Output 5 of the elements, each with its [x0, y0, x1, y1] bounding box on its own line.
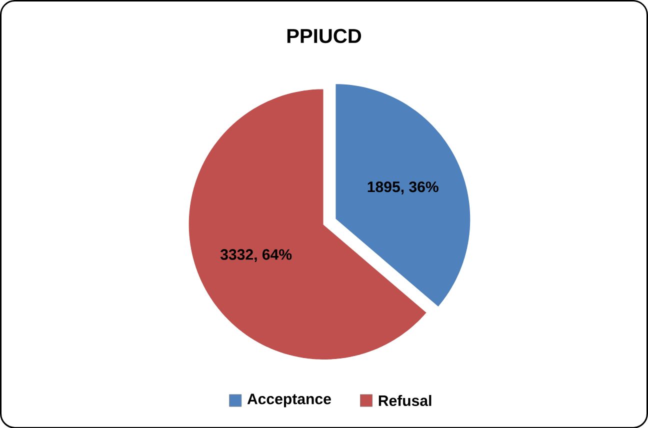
data-label: 1895, 36%: [368, 181, 438, 194]
legend-label: Acceptance: [247, 394, 331, 408]
chart-title: PPIUCD: [287, 28, 362, 43]
legend-label: Refusal: [378, 394, 432, 406]
data-label: 3332, 64%: [220, 248, 292, 262]
